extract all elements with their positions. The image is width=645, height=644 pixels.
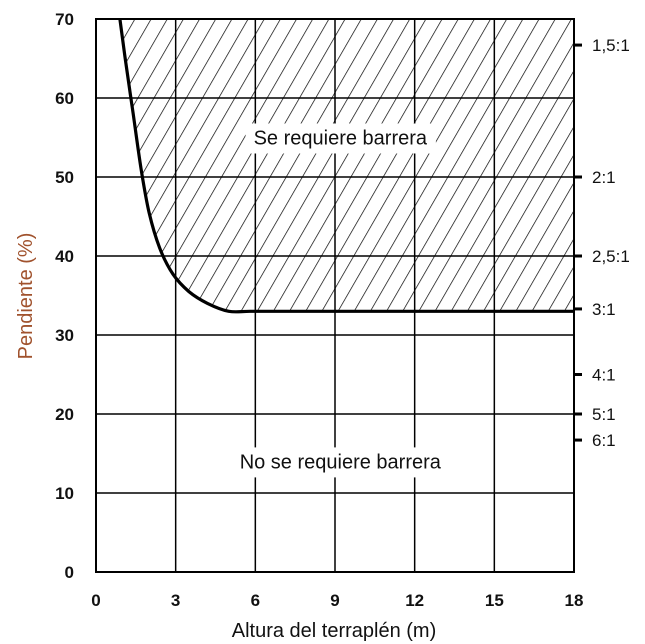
x-tick-label: 9 — [330, 591, 339, 610]
hatched-region — [119, 19, 575, 312]
x-tick-label: 12 — [405, 591, 424, 610]
y-tick-label: 20 — [55, 405, 74, 424]
x-tick-label: 3 — [171, 591, 180, 610]
secondary-tick-label: 1,5:1 — [592, 36, 630, 55]
y-tick-label: 0 — [65, 563, 74, 582]
y-tick-label: 10 — [55, 484, 74, 503]
secondary-tick-label: 5:1 — [592, 405, 616, 424]
annotation-background — [231, 447, 450, 478]
annotation-upper-region: Se requiere barrera — [254, 128, 428, 150]
secondary-tick-label: 2,5:1 — [592, 247, 630, 266]
secondary-tick-label: 6:1 — [592, 431, 616, 450]
secondary-tick-label: 3:1 — [592, 300, 616, 319]
x-tick-label: 18 — [565, 591, 584, 610]
secondary-tick-label: 2:1 — [592, 168, 616, 187]
y-axis-label: Pendiente (%) — [15, 233, 37, 360]
y-tick-label: 30 — [55, 326, 74, 345]
series-line — [118, 18, 574, 314]
y-tick-label: 40 — [55, 247, 74, 266]
x-tick-label: 15 — [485, 591, 504, 610]
plot-frame — [95, 18, 575, 573]
y-tick-label: 70 — [55, 10, 74, 29]
secondary-tick-label: 4:1 — [592, 366, 616, 385]
x-axis-label: Altura del terraplén (m) — [232, 620, 437, 642]
plot-area: 0 10 20 30 40 50 60 70 0 3 6 9 12 15 18 1,5:1 2:1 2,5:1 3:… — [55, 10, 630, 610]
annotation-lower-region: No se requiere barrera — [240, 451, 442, 473]
y-tick-label: 60 — [55, 89, 74, 108]
x-tick-label: 0 — [91, 591, 100, 610]
annotation-background — [245, 123, 436, 154]
x-tick-label: 6 — [251, 591, 260, 610]
y-tick-label: 50 — [55, 168, 74, 187]
